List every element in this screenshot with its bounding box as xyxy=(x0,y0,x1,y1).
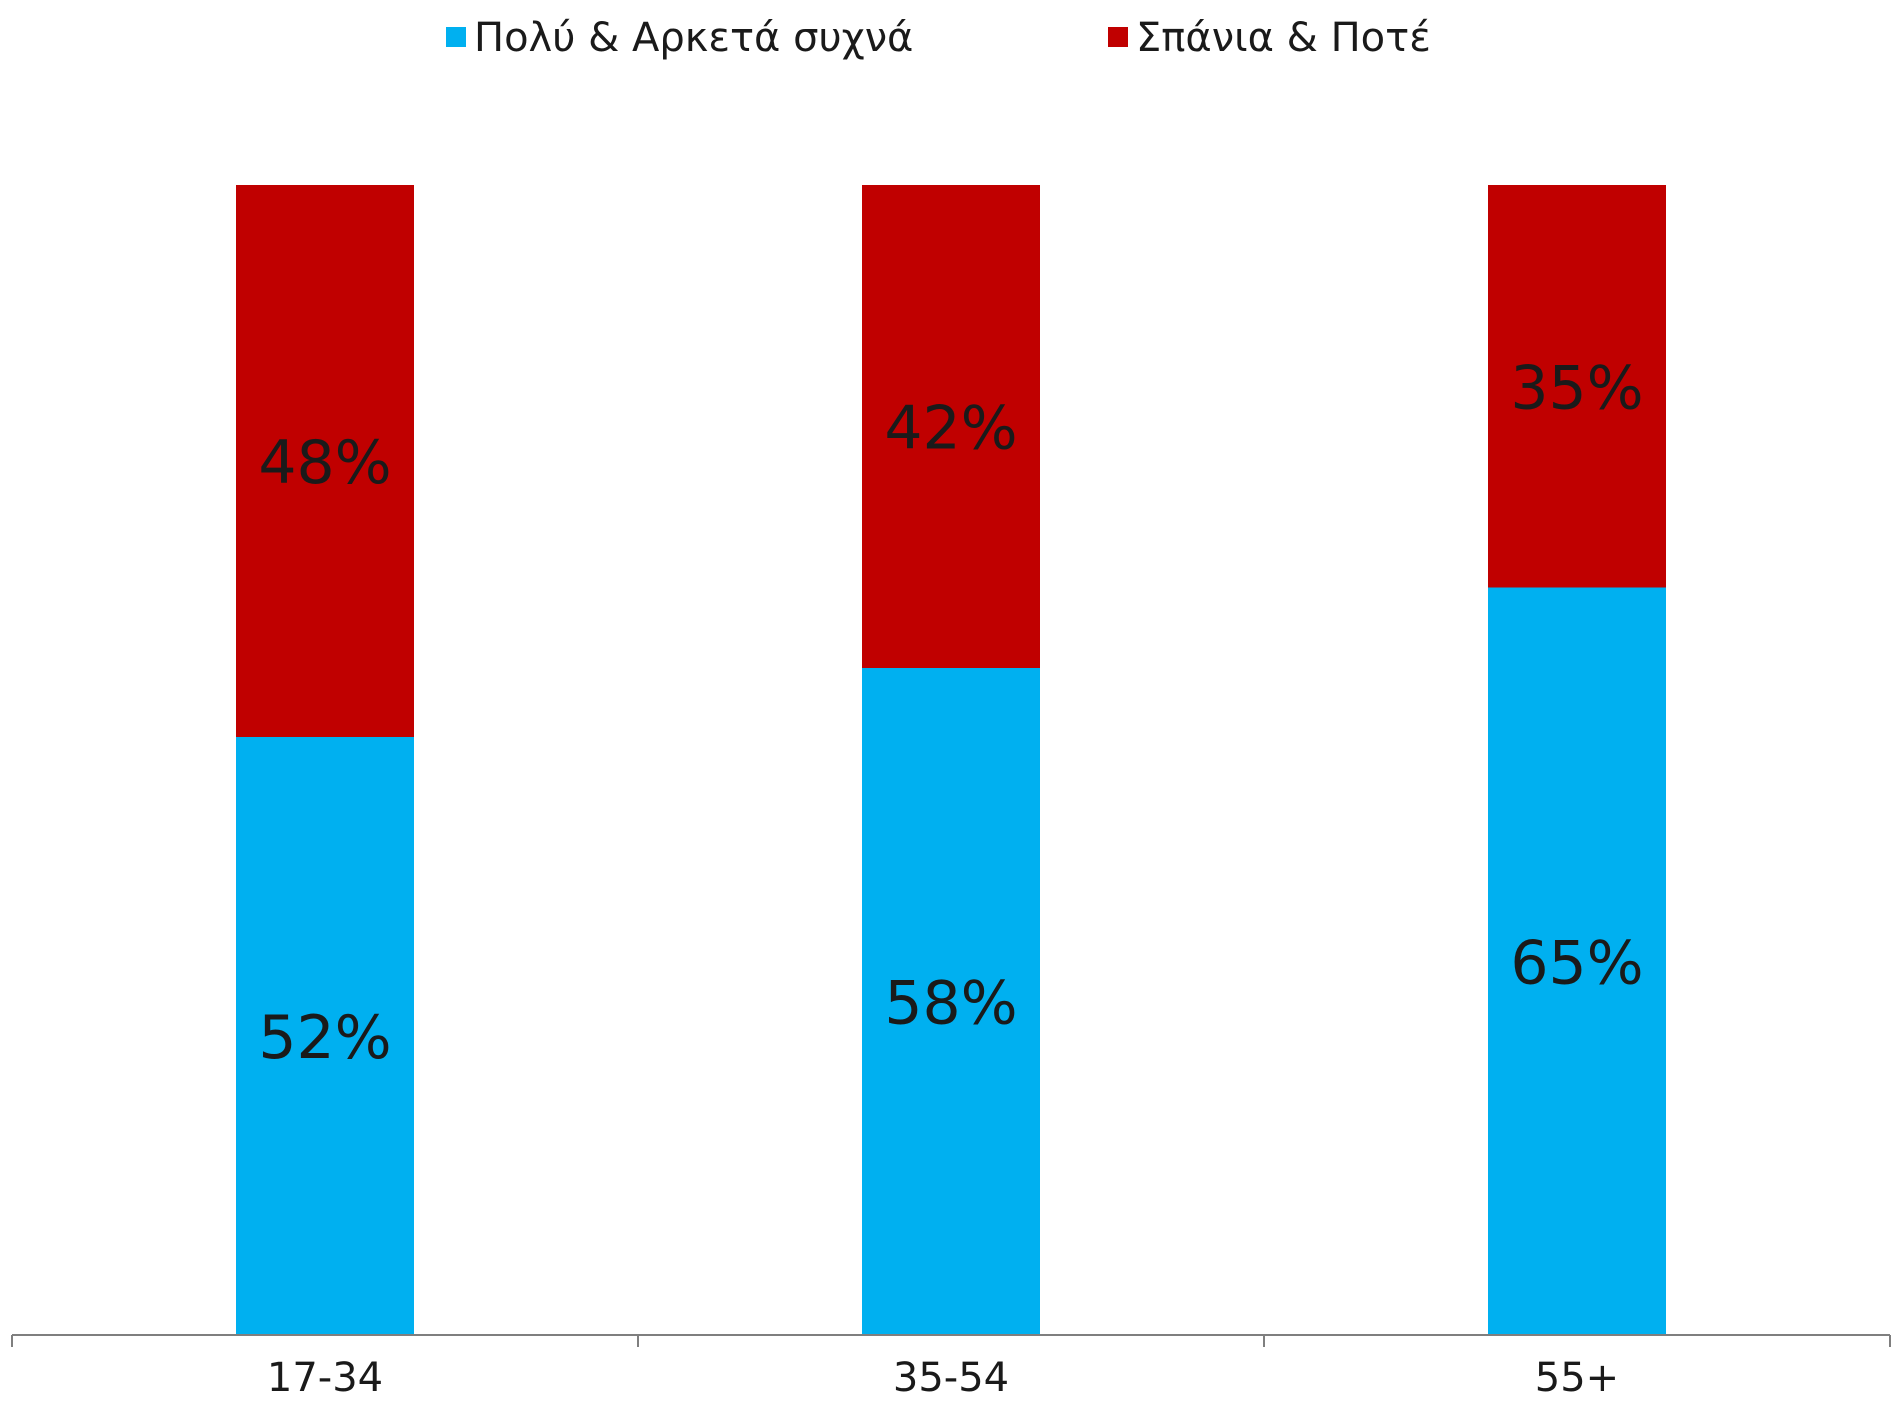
data-label-35-54-series-1: 58% xyxy=(884,969,1017,1039)
legend-swatch-1 xyxy=(446,27,466,47)
x-axis: 17-34 35-54 55+ xyxy=(11,1334,1891,1401)
legend-label-1: Πολύ & Αρκετά συχνά xyxy=(474,15,913,61)
data-label-35-54-series-2: 42% xyxy=(884,394,1017,464)
bar-17-34-series-1 xyxy=(236,737,414,1335)
bar-35-54-series-1 xyxy=(862,668,1040,1335)
data-label-55-series-1: 65% xyxy=(1510,928,1643,998)
data-labels: 52% 48% 58% 42% 65% 35% xyxy=(258,353,1643,1073)
bars xyxy=(236,185,1666,1335)
x-tick-label-35-54: 35-54 xyxy=(893,1355,1009,1401)
legend-label-2: Σπάνια & Ποτέ xyxy=(1136,15,1431,61)
x-tick-label-55: 55+ xyxy=(1535,1355,1619,1401)
bar-35-54-series-2 xyxy=(862,185,1040,668)
bar-55-series-2 xyxy=(1488,185,1666,588)
x-tick-label-17-34: 17-34 xyxy=(267,1355,383,1401)
data-label-17-34-series-1: 52% xyxy=(258,1003,391,1073)
legend: Πολύ & Αρκετά συχνά Σπάνια & Ποτέ xyxy=(446,15,1431,61)
data-label-17-34-series-2: 48% xyxy=(258,428,391,498)
legend-swatch-2 xyxy=(1108,27,1128,47)
data-label-55-series-2: 35% xyxy=(1510,353,1643,423)
bar-55-series-1 xyxy=(1488,587,1666,1335)
bar-17-34-series-2 xyxy=(236,185,414,737)
